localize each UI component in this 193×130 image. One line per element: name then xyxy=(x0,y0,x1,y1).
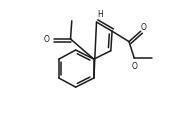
Text: O: O xyxy=(131,62,137,72)
Text: H: H xyxy=(97,10,103,19)
Text: O: O xyxy=(141,23,147,32)
Text: O: O xyxy=(43,34,49,44)
